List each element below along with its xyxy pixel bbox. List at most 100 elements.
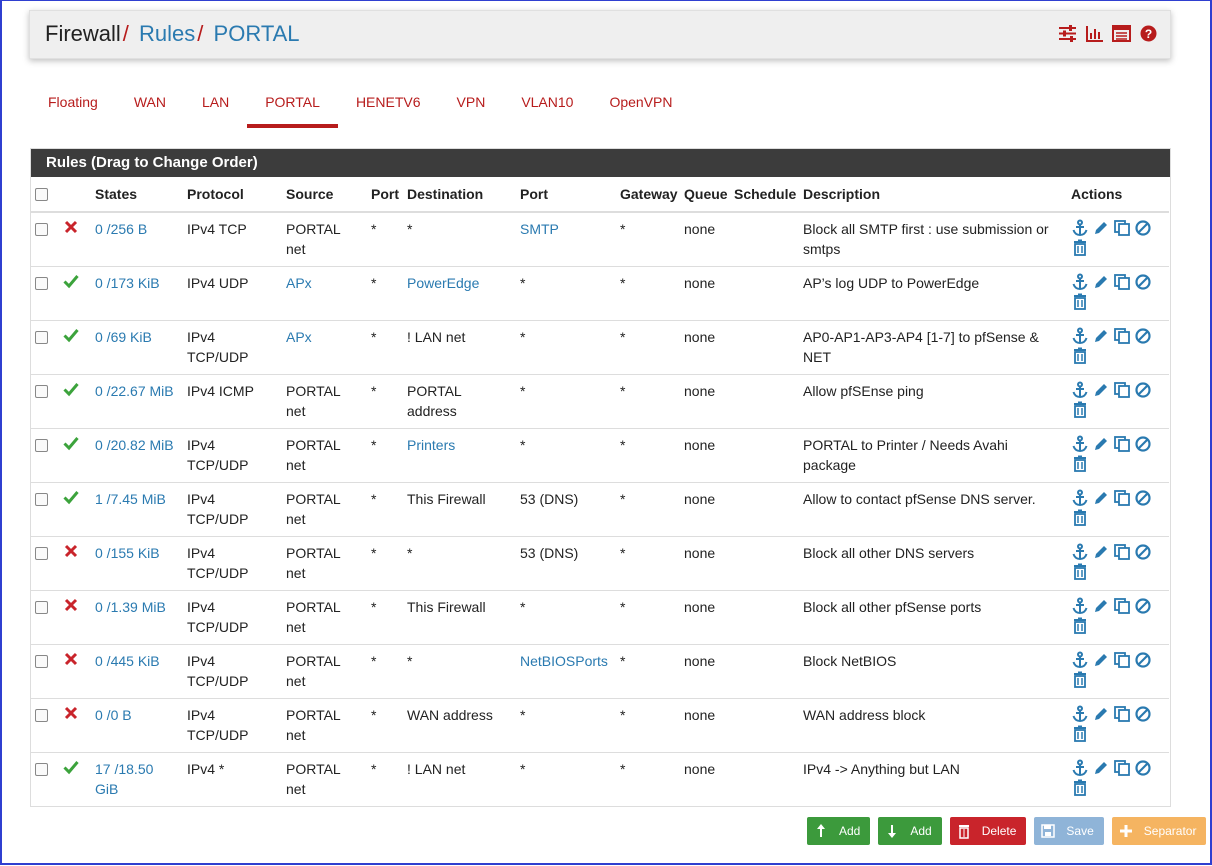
source-cell[interactable]: APx <box>282 266 367 321</box>
block-x-icon[interactable] <box>63 652 79 670</box>
table-row[interactable]: 0 /20.82 MiB IPv4 TCP/UDP PORTAL net * Print… <box>31 428 1169 483</box>
row-checkbox[interactable] <box>35 223 48 236</box>
states-cell[interactable]: 0 /1.39 MiB <box>91 590 183 645</box>
edit-icon[interactable] <box>1092 759 1110 777</box>
tab-vpn[interactable]: VPN <box>456 94 486 110</box>
separator-button[interactable]: Separator <box>1111 817 1207 845</box>
add-bottom-button[interactable]: Add <box>878 817 942 845</box>
sliders-icon[interactable] <box>1058 24 1077 43</box>
block-x-icon[interactable] <box>63 598 79 616</box>
copy-icon[interactable] <box>1113 759 1131 777</box>
table-row[interactable]: 0 /0 B IPv4 TCP/UDP PORTAL net * WAN address… <box>31 698 1169 753</box>
copy-icon[interactable] <box>1113 705 1131 723</box>
anchor-icon[interactable] <box>1071 759 1089 777</box>
table-row[interactable]: 0 /155 KiB IPv4 TCP/UDP PORTAL net * * 53 (DN… <box>31 536 1169 591</box>
pass-check-icon[interactable] <box>63 491 79 508</box>
anchor-icon[interactable] <box>1071 597 1089 615</box>
table-row[interactable]: 0 /173 KiB IPv4 UDP APx * PowerEdge * * none AP’… <box>31 266 1169 321</box>
states-cell[interactable]: 0 /173 KiB <box>91 266 183 321</box>
trash-icon[interactable] <box>1071 239 1089 257</box>
tab-portal[interactable]: PORTAL <box>247 84 338 128</box>
disable-icon[interactable] <box>1134 273 1152 291</box>
disable-icon[interactable] <box>1134 705 1152 723</box>
anchor-icon[interactable] <box>1071 435 1089 453</box>
anchor-icon[interactable] <box>1071 651 1089 669</box>
anchor-icon[interactable] <box>1071 219 1089 237</box>
table-row[interactable]: 0 /69 KiB IPv4 TCP/UDP APx *! LAN net * * none… <box>31 320 1169 375</box>
destination-cell[interactable]: PowerEdge <box>403 266 516 321</box>
disable-icon[interactable] <box>1134 381 1152 399</box>
disable-icon[interactable] <box>1134 597 1152 615</box>
anchor-icon[interactable] <box>1071 489 1089 507</box>
tab-wan[interactable]: WAN <box>133 94 166 110</box>
delete-button[interactable]: Delete <box>949 817 1027 845</box>
states-cell[interactable]: 17 /18.50 GiB <box>91 752 183 807</box>
dest-port-cell[interactable]: SMTP <box>516 211 616 267</box>
states-cell[interactable]: 1 /7.45 MiB <box>91 482 183 537</box>
trash-icon[interactable] <box>1071 347 1089 365</box>
table-row[interactable]: 1 /7.45 MiB IPv4 TCP/UDP PORTAL net * This F… <box>31 482 1169 537</box>
disable-icon[interactable] <box>1134 651 1152 669</box>
edit-icon[interactable] <box>1092 219 1110 237</box>
states-cell[interactable]: 0 /445 KiB <box>91 644 183 699</box>
table-row[interactable]: 17 /18.50 GiB IPv4 * PORTAL net *! LAN net *… <box>31 752 1169 807</box>
row-checkbox[interactable] <box>35 547 48 560</box>
states-cell[interactable]: 0 /256 B <box>91 211 183 267</box>
row-checkbox[interactable] <box>35 277 48 290</box>
select-all-checkbox[interactable] <box>35 188 48 201</box>
pass-check-icon[interactable] <box>63 275 79 292</box>
edit-icon[interactable] <box>1092 435 1110 453</box>
states-cell[interactable]: 0 /69 KiB <box>91 320 183 375</box>
anchor-icon[interactable] <box>1071 543 1089 561</box>
help-icon[interactable]: ? <box>1139 24 1158 43</box>
anchor-icon[interactable] <box>1071 327 1089 345</box>
tab-openvpn[interactable]: OpenVPN <box>609 94 673 110</box>
edit-icon[interactable] <box>1092 651 1110 669</box>
copy-icon[interactable] <box>1113 651 1131 669</box>
copy-icon[interactable] <box>1113 597 1131 615</box>
dest-port-cell[interactable]: NetBIOSPorts <box>516 644 616 699</box>
row-checkbox[interactable] <box>35 493 48 506</box>
row-checkbox[interactable] <box>35 439 48 452</box>
list-icon[interactable] <box>1112 24 1131 43</box>
block-x-icon[interactable] <box>63 706 79 724</box>
edit-icon[interactable] <box>1092 381 1110 399</box>
tab-vlan10[interactable]: VLAN10 <box>521 94 574 110</box>
breadcrumb-rules[interactable]: Rules <box>139 21 196 46</box>
row-checkbox[interactable] <box>35 385 48 398</box>
pass-check-icon[interactable] <box>63 761 79 778</box>
tab-henetv6[interactable]: HENETV6 <box>355 94 421 110</box>
tab-lan[interactable]: LAN <box>201 94 230 110</box>
trash-icon[interactable] <box>1071 779 1089 797</box>
breadcrumb-portal[interactable]: PORTAL <box>213 21 300 46</box>
edit-icon[interactable] <box>1092 597 1110 615</box>
table-row[interactable]: 0 /22.67 MiB IPv4 ICMP PORTAL net * PORTAL a… <box>31 374 1169 429</box>
edit-icon[interactable] <box>1092 705 1110 723</box>
edit-icon[interactable] <box>1092 327 1110 345</box>
block-x-icon[interactable] <box>63 544 79 562</box>
states-cell[interactable]: 0 /155 KiB <box>91 536 183 591</box>
disable-icon[interactable] <box>1134 219 1152 237</box>
anchor-icon[interactable] <box>1071 381 1089 399</box>
copy-icon[interactable] <box>1113 327 1131 345</box>
trash-icon[interactable] <box>1071 725 1089 743</box>
tab-floating[interactable]: Floating <box>48 94 98 110</box>
add-top-button[interactable]: Add <box>807 817 871 845</box>
table-row[interactable]: 0 /1.39 MiB IPv4 TCP/UDP PORTAL net * This F… <box>31 590 1169 645</box>
pass-check-icon[interactable] <box>63 329 79 346</box>
save-button[interactable]: Save <box>1034 817 1104 845</box>
edit-icon[interactable] <box>1092 489 1110 507</box>
disable-icon[interactable] <box>1134 327 1152 345</box>
copy-icon[interactable] <box>1113 489 1131 507</box>
states-cell[interactable]: 0 /22.67 MiB <box>91 374 183 429</box>
row-checkbox[interactable] <box>35 763 48 776</box>
bar-chart-icon[interactable] <box>1085 24 1104 43</box>
copy-icon[interactable] <box>1113 543 1131 561</box>
pass-check-icon[interactable] <box>63 437 79 454</box>
anchor-icon[interactable] <box>1071 705 1089 723</box>
row-checkbox[interactable] <box>35 331 48 344</box>
trash-icon[interactable] <box>1071 671 1089 689</box>
trash-icon[interactable] <box>1071 509 1089 527</box>
disable-icon[interactable] <box>1134 489 1152 507</box>
copy-icon[interactable] <box>1113 381 1131 399</box>
